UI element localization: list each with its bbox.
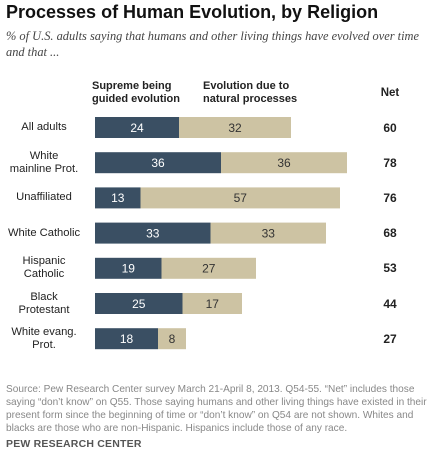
net-value-5: 44 xyxy=(383,296,397,311)
row-label-6: White evang. Prot. xyxy=(0,326,88,352)
legend-series-1-line-1: Supreme being xyxy=(92,80,172,92)
row-label-2-line-0: Unaffiliated xyxy=(16,191,72,204)
chart-subtitle: % of U.S. adults saying that humans and … xyxy=(6,29,419,59)
row-label-3: White Catholic xyxy=(0,227,88,240)
stacked-bar-chart: 24 32 36 36 13 57 33 33 19 27 25 17 18 8 xyxy=(95,117,347,350)
bar-label-natural-2: 57 xyxy=(234,191,248,205)
bar-guided-3 xyxy=(95,222,211,244)
bar-guided-0 xyxy=(95,117,179,138)
row-label-4-line-0: Hispanic xyxy=(22,255,66,268)
bar-natural-3 xyxy=(210,222,326,244)
row-label-5-line-1: Protestant xyxy=(18,303,70,316)
bar-guided-5 xyxy=(95,293,183,314)
legend-series-2-line-2: natural processes xyxy=(203,93,298,105)
row-label-4: Hispanic Catholic xyxy=(0,255,88,281)
legend-series-1-line-2: guided evolution xyxy=(92,93,180,105)
row-label-3-line-0: White Catholic xyxy=(7,226,81,239)
legend-series-2: Evolution due to natural processes xyxy=(203,80,297,106)
row-label-2: Unaffiliated xyxy=(0,191,88,204)
bar-label-guided-3: 33 xyxy=(146,226,160,240)
row-label-1-line-1: mainline Prot. xyxy=(9,162,79,175)
bar-natural-1 xyxy=(221,152,347,174)
legend-series-2-line-1: Evolution due to xyxy=(203,80,290,92)
bar-label-guided-1: 36 xyxy=(151,156,165,170)
bar-natural-6 xyxy=(158,328,186,350)
bar-label-guided-2: 13 xyxy=(111,191,125,205)
net-column-header: Net xyxy=(380,87,400,99)
row-label-6-line-1: Prot. xyxy=(32,338,56,351)
bar-label-guided-0: 24 xyxy=(130,121,144,135)
bar-label-natural-1: 36 xyxy=(277,156,291,170)
bar-guided-1 xyxy=(95,152,221,174)
bar-guided-4 xyxy=(95,257,162,279)
organization-name: PEW RESEARCH CENTER xyxy=(6,438,142,450)
bar-guided-2 xyxy=(95,187,141,209)
row-label-1-line-0: White xyxy=(29,149,59,162)
bar-label-guided-5: 25 xyxy=(132,297,146,311)
net-value-3: 68 xyxy=(383,226,397,241)
legend-series-1: Supreme being guided evolution xyxy=(92,80,180,106)
bar-natural-2 xyxy=(140,187,340,209)
bar-natural-0 xyxy=(179,117,291,138)
bar-natural-4 xyxy=(161,257,256,279)
bar-guided-6 xyxy=(95,328,158,350)
bar-natural-5 xyxy=(182,293,242,314)
row-label-0: All adults xyxy=(0,121,88,134)
bar-label-natural-4: 27 xyxy=(202,262,216,276)
net-value-4: 53 xyxy=(383,261,397,276)
bar-label-natural-3: 33 xyxy=(262,226,276,240)
chart-title: Processes of Human Evolution, by Religio… xyxy=(6,2,379,22)
net-value-1: 78 xyxy=(383,155,397,170)
net-value-0: 60 xyxy=(383,120,397,135)
bar-label-guided-6: 18 xyxy=(120,332,134,346)
net-value-2: 76 xyxy=(383,190,397,205)
bar-label-guided-4: 19 xyxy=(122,262,136,276)
bar-label-natural-5: 17 xyxy=(206,297,220,311)
row-label-6-line-0: White evang. xyxy=(11,325,77,338)
source-note: Source: Pew Research Center survey March… xyxy=(6,384,427,434)
row-label-0-line-0: All adults xyxy=(21,121,67,133)
bar-label-natural-6: 8 xyxy=(169,332,176,346)
row-label-4-line-1: Catholic xyxy=(23,268,65,281)
row-label-5-line-0: Black xyxy=(30,290,58,303)
row-label-1: White mainline Prot. xyxy=(0,150,88,176)
bar-label-natural-0: 32 xyxy=(228,121,242,135)
row-label-5: Black Protestant xyxy=(0,291,88,317)
net-value-6: 27 xyxy=(383,331,397,346)
